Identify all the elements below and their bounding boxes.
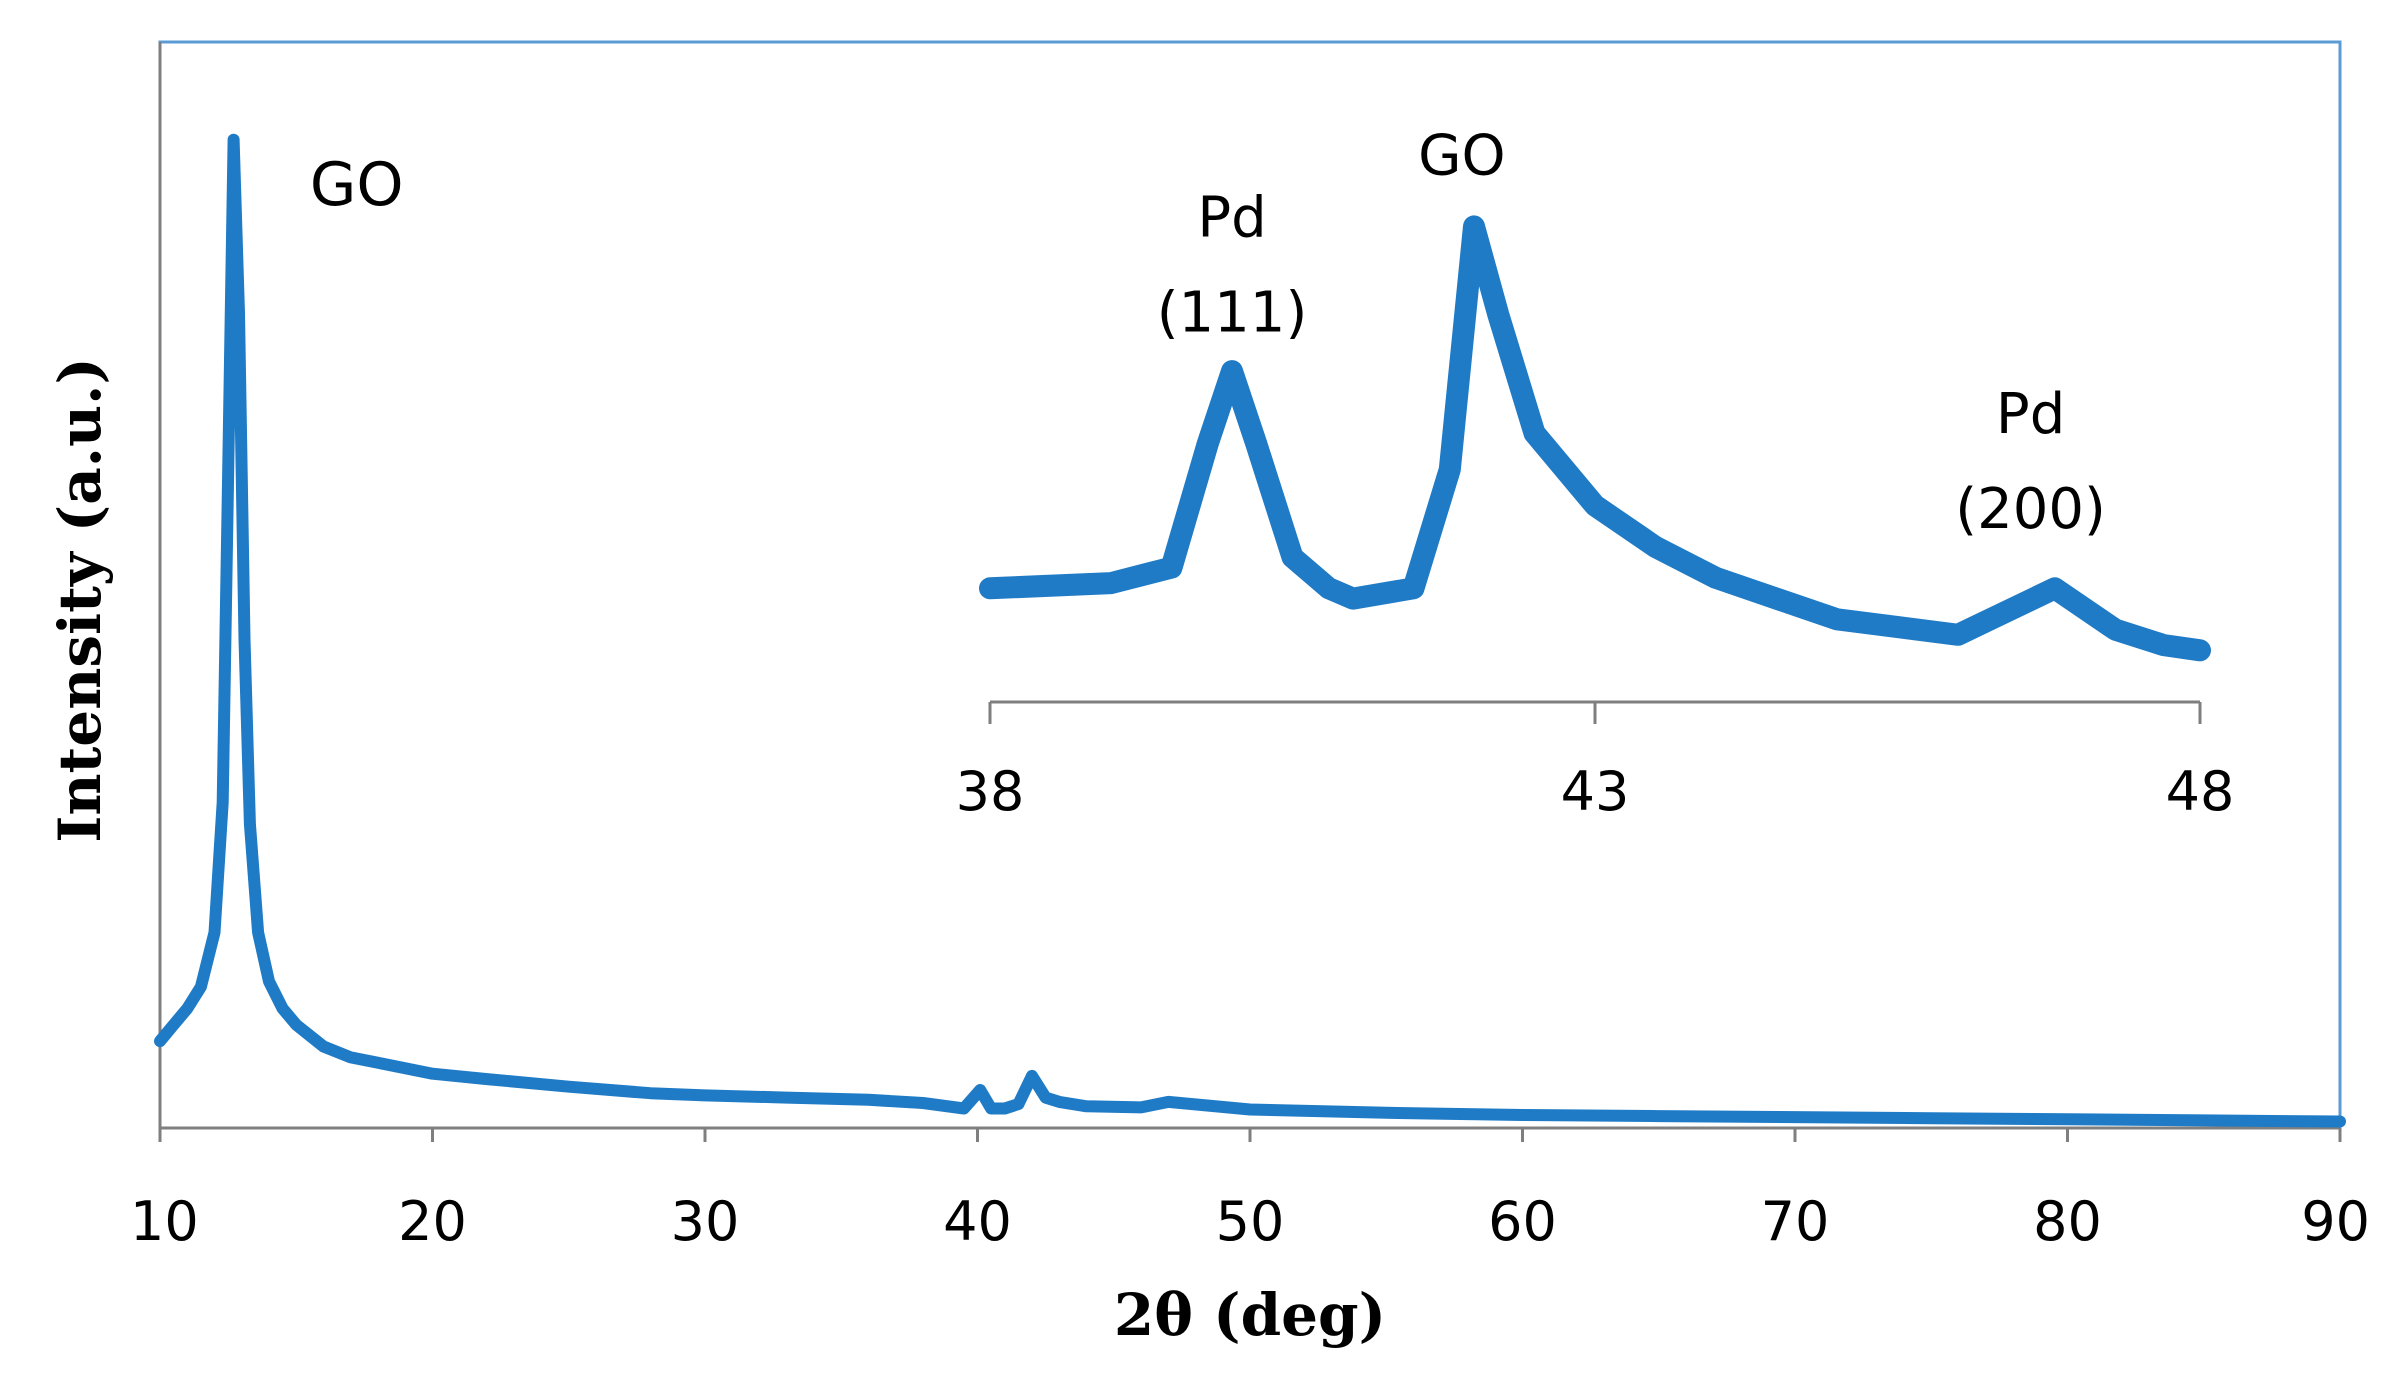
inset-peak-index-label: (200) xyxy=(1955,477,2106,542)
main-x-tick-label: 70 xyxy=(1761,1190,1830,1253)
main-x-tick-label: 10 xyxy=(130,1190,199,1253)
main-x-tick-label: 30 xyxy=(671,1190,740,1253)
main-x-tick-label: 90 xyxy=(2301,1190,2370,1253)
inset-peak-label: Pd xyxy=(1996,382,2065,447)
inset-x-tick-label: 38 xyxy=(956,760,1025,823)
y-axis-title: Intensity (a.u.) xyxy=(46,357,114,843)
x-axis-title: 2θ (deg) xyxy=(1114,1281,1386,1349)
inset-series-line xyxy=(979,215,2211,662)
main-x-tick-label: 60 xyxy=(1488,1190,1557,1253)
inset-peak-label: Pd xyxy=(1197,186,1266,251)
main-x-tick-label: 20 xyxy=(398,1190,467,1253)
inset-peak-index-label: (111) xyxy=(1157,281,1308,346)
inset-x-tick-label: 48 xyxy=(2166,760,2235,823)
inset-x-axis: 38 43 48 xyxy=(956,700,2235,823)
main-peak-label: GO xyxy=(310,150,404,220)
main-x-tick-label: 40 xyxy=(943,1190,1012,1253)
main-x-tick-label: 50 xyxy=(1216,1190,1285,1253)
main-x-axis: 10 20 30 40 50 60 70 80 90 xyxy=(130,42,2370,1253)
main-x-tick-label: 80 xyxy=(2033,1190,2102,1253)
main-series-group xyxy=(154,133,2346,1128)
main-annotations: GO xyxy=(310,150,404,220)
main-series-line xyxy=(154,133,2346,1128)
inset-series-group xyxy=(979,215,2211,662)
inset-annotations: Pd (111) GO Pd (200) xyxy=(1157,124,2106,542)
inset-peak-label: GO xyxy=(1418,124,1505,189)
inset-x-tick-label: 43 xyxy=(1561,760,1630,823)
